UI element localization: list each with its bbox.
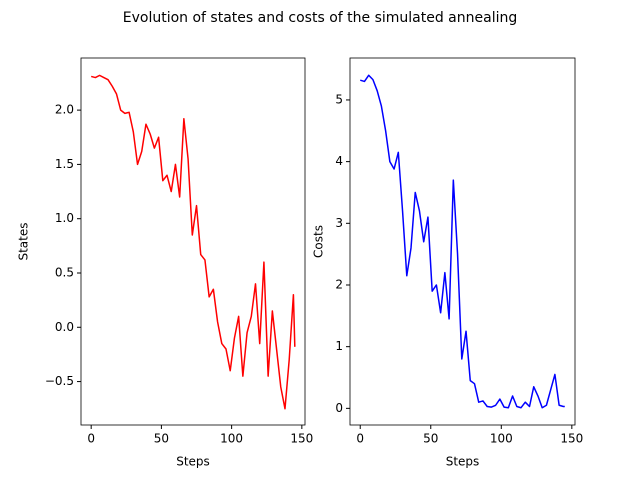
x-tick-label: 50 [423,432,438,446]
y-tick-label: 1.0 [55,211,74,225]
y-axis-label: States [17,222,31,260]
y-tick-label: 1.5 [55,157,74,171]
x-tick-label: 100 [490,432,513,446]
x-tick-label: 0 [87,432,95,446]
y-tick-label: 0 [335,401,343,415]
x-tick-label: 100 [220,432,243,446]
x-tick-label: 150 [290,432,313,446]
y-tick-label: 1 [335,339,343,353]
x-axis-label: Steps [176,455,210,469]
y-tick-label: 0.5 [55,265,74,279]
x-tick-label: 0 [356,432,364,446]
y-tick-label: −0.5 [45,374,74,388]
axes-frame [80,57,306,426]
y-tick-label: 4 [335,154,343,168]
y-tick-label: 5 [335,92,343,106]
figure-title: Evolution of states and costs of the sim… [123,10,518,26]
y-tick-label: 3 [335,216,343,230]
y-tick-label: 2.0 [55,103,74,117]
y-tick-label: 0.0 [55,320,74,334]
x-tick-label: 150 [560,432,583,446]
data-line [360,74,565,409]
x-tick-label: 50 [154,432,169,446]
x-axis-label: Steps [446,455,480,469]
data-line [90,74,296,410]
axes-frame [349,57,576,426]
y-tick-label: 2 [335,277,343,291]
y-axis-label: Costs [312,225,326,258]
